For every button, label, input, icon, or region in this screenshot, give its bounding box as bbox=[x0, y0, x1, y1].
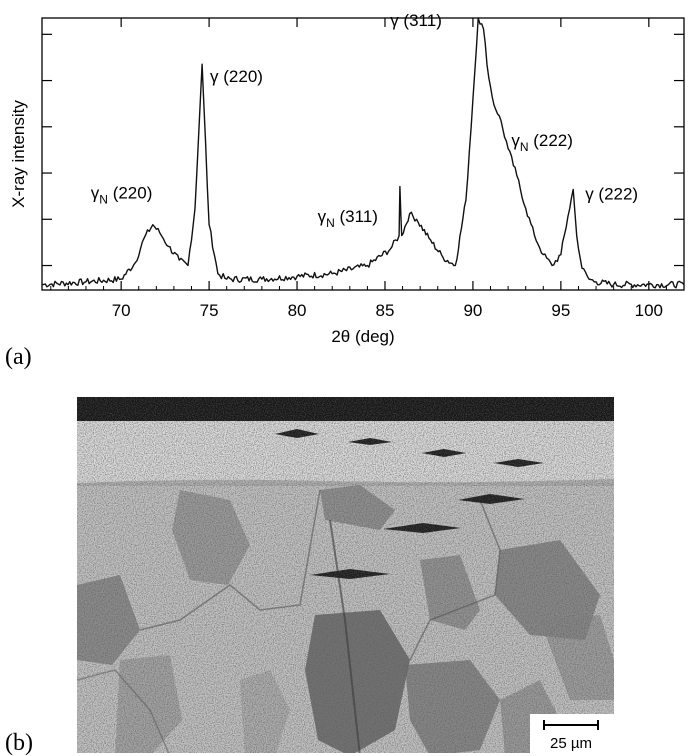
x-axis-title: 2θ (deg) bbox=[331, 327, 394, 346]
peak-label: γN (311) bbox=[318, 207, 378, 230]
x-tick-label: 80 bbox=[288, 301, 307, 320]
x-tick-label: 90 bbox=[463, 301, 482, 320]
micrograph-figure: 25 µm (b) bbox=[5, 397, 614, 756]
peak-label: γN (222) bbox=[511, 131, 573, 154]
scale-bar-label: 25 µm bbox=[550, 735, 592, 752]
panel-a-label: (a) bbox=[5, 344, 32, 370]
x-axis-ticks: 70 75 80 85 90 95 100 bbox=[50, 18, 667, 320]
xrd-series-line bbox=[41, 17, 685, 289]
y-axis-ticks bbox=[42, 33, 684, 267]
peak-label: γN (220) bbox=[91, 184, 153, 207]
x-tick-label: 70 bbox=[112, 301, 131, 320]
peak-label: γ (311) bbox=[390, 11, 442, 30]
x-tick-label: 100 bbox=[635, 301, 663, 320]
peak-label: γ (220) bbox=[210, 67, 263, 86]
peak-annotations: γN (220) γ (220) γN (311) γ (311) γN (222) γ … bbox=[91, 11, 638, 230]
x-tick-label: 85 bbox=[376, 301, 395, 320]
panel-b-label: (b) bbox=[5, 730, 33, 756]
peak-label: γ (222) bbox=[585, 184, 638, 203]
plot-frame bbox=[41, 17, 685, 291]
x-tick-label: 75 bbox=[200, 301, 219, 320]
y-axis-title: X-ray intensity bbox=[9, 100, 28, 208]
xrd-figure: 70 75 80 85 90 95 100 γN (220)γ (220)γN (311)γ… bbox=[5, 11, 685, 370]
plot-border bbox=[41, 17, 685, 291]
micrograph-image: 25 µm bbox=[77, 397, 614, 753]
x-tick-label: 95 bbox=[551, 301, 570, 320]
